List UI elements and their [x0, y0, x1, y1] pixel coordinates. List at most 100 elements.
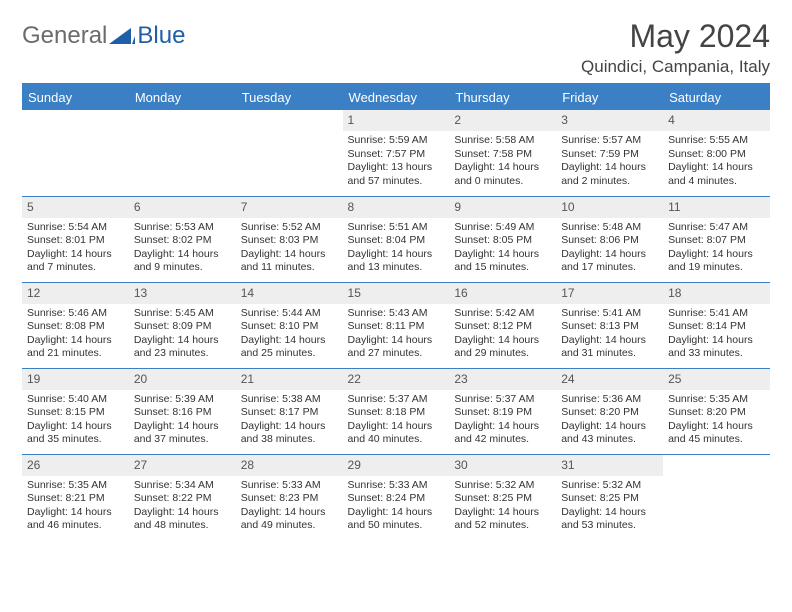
sunrise-line: Sunrise: 5:32 AM: [561, 479, 641, 491]
sunset-line: Sunset: 8:19 PM: [454, 406, 532, 418]
day-number: 30: [449, 455, 556, 476]
day-details: Sunrise: 5:42 AMSunset: 8:12 PMDaylight:…: [453, 307, 552, 361]
day-number: 4: [663, 110, 770, 131]
daylight-line: Daylight: 14 hours and 37 minutes.: [134, 420, 219, 445]
sunset-line: Sunset: 8:07 PM: [668, 234, 746, 246]
daylight-line: Daylight: 14 hours and 23 minutes.: [134, 334, 219, 359]
calendar-cell: 16 Sunrise: 5:42 AMSunset: 8:12 PMDayligh…: [449, 282, 556, 368]
calendar-cell: 7Sunrise: 5:52 AMSunset: 8:03 PMDaylight…: [236, 196, 343, 282]
daylight-line: Daylight: 14 hours and 48 minutes.: [134, 506, 219, 531]
sunrise-line: Sunrise: 5:52 AM: [241, 221, 321, 233]
location: Quindici, Campania, Italy: [581, 57, 770, 77]
day-details: Sunrise: 5:39 AMSunset: 8:16 PMDaylight:…: [133, 393, 232, 447]
calendar-cell: 8Sunrise: 5:51 AMSunset: 8:04 PMDaylight…: [343, 196, 450, 282]
sunset-line: Sunset: 8:21 PM: [27, 492, 105, 504]
sunrise-line: Sunrise: 5:55 AM: [668, 134, 748, 146]
sunrise-line: Sunrise: 5:47 AM: [668, 221, 748, 233]
sunrise-line: Sunrise: 5:59 AM: [348, 134, 428, 146]
calendar-cell: 25Sunrise: 5:35 AMSunset: 8:20 PMDayligh…: [663, 368, 770, 454]
calendar-row: 26Sunrise: 5:35 AMSunset: 8:21 PMDayligh…: [22, 454, 770, 540]
sunrise-line: Sunrise: 5:34 AM: [134, 479, 214, 491]
daylight-line: Daylight: 14 hours and 53 minutes.: [561, 506, 646, 531]
sunset-line: Sunset: 7:57 PM: [348, 148, 426, 160]
calendar-cell: 23Sunrise: 5:37 AMSunset: 8:19 PMDayligh…: [449, 368, 556, 454]
sunset-line: Sunset: 8:11 PM: [348, 320, 425, 332]
day-details: Sunrise: 5:48 AMSunset: 8:06 PMDaylight:…: [560, 221, 659, 275]
day-number: 25: [663, 369, 770, 390]
sunset-line: Sunset: 8:13 PM: [561, 320, 639, 332]
day-number: 12: [22, 283, 129, 304]
day-number: 8: [343, 197, 450, 218]
day-details: Sunrise: 5:33 AMSunset: 8:23 PMDaylight:…: [240, 479, 339, 533]
day-number-empty: .: [129, 110, 236, 131]
day-number: 20: [129, 369, 236, 390]
calendar-row: ...1Sunrise: 5:59 AMSunset: 7:57 PMDayli…: [22, 110, 770, 196]
day-number: 13: [129, 283, 236, 304]
calendar-cell: 6 Sunrise: 5:53 AMSunset: 8:02 PMDaylight…: [129, 196, 236, 282]
calendar-cell: 3Sunrise: 5:57 AMSunset: 7:59 PMDaylight…: [556, 110, 663, 196]
daylight-line: Daylight: 14 hours and 25 minutes.: [241, 334, 326, 359]
sunset-line: Sunset: 8:01 PM: [27, 234, 105, 246]
day-details: Sunrise: 5:37 AMSunset: 8:18 PMDaylight:…: [347, 393, 446, 447]
daylight-line: Daylight: 14 hours and 29 minutes.: [454, 334, 539, 359]
day-number: 5: [22, 197, 129, 218]
calendar-cell: 15 Sunrise: 5:43 AMSunset: 8:11 PM Dayligh…: [343, 282, 450, 368]
weekday-header: Thursday: [449, 85, 556, 110]
day-number: 1: [343, 110, 450, 131]
day-details: Sunrise: 5:41 AMSunset: 8:13 PMDaylight:…: [560, 307, 659, 361]
calendar-cell: .: [236, 110, 343, 196]
daylight-line: Daylight: 14 hours and 4 minutes.: [668, 161, 753, 186]
sunset-line: Sunset: 8:02 PM: [134, 234, 212, 246]
calendar-cell: 22Sunrise: 5:37 AMSunset: 8:18 PMDayligh…: [343, 368, 450, 454]
day-number-empty: .: [22, 110, 129, 131]
sunrise-line: Sunrise: 5:39 AM: [134, 393, 214, 405]
daylight-line: Daylight: 13 hours and 57 minutes.: [348, 161, 433, 186]
sunset-line: Sunset: 8:20 PM: [668, 406, 746, 418]
weekday-header: Monday: [129, 85, 236, 110]
calendar-cell: 9Sunrise: 5:49 AMSunset: 8:05 PMDaylight…: [449, 196, 556, 282]
sunrise-line: Sunrise: 5:41 AM: [668, 307, 748, 319]
day-details: Sunrise: 5:38 AMSunset: 8:17 PMDaylight:…: [240, 393, 339, 447]
calendar-row: 5 Sunrise: 5:54 AMSunset: 8:01 PMDaylight…: [22, 196, 770, 282]
day-details: Sunrise: 5:47 AMSunset: 8:07 PMDaylight:…: [667, 221, 766, 275]
day-details: Sunrise: 5:54 AMSunset: 8:01 PMDaylight:…: [26, 221, 125, 275]
calendar-cell: 1 Sunrise: 5:59 AM Sunset: 7:57 PMDaylight…: [343, 110, 450, 196]
daylight-line: Daylight: 14 hours and 52 minutes.: [454, 506, 539, 531]
day-details: Sunrise: 5:32 AMSunset: 8:25 PMDaylight:…: [453, 479, 552, 533]
sunrise-line: Sunrise: 5:57 AM: [561, 134, 641, 146]
sunset-line: Sunset: 8:24 PM: [348, 492, 426, 504]
daylight-line: Daylight: 14 hours and 49 minutes.: [241, 506, 326, 531]
day-number: 9: [449, 197, 556, 218]
day-details: Sunrise: 5:32 AMSunset: 8:25 PMDaylight:…: [560, 479, 659, 533]
sunrise-line: Sunrise: 5:36 AM: [561, 393, 641, 405]
daylight-line: Daylight: 14 hours and 45 minutes.: [668, 420, 753, 445]
sunrise-line: Sunrise: 5:43 AM: [348, 307, 428, 319]
calendar-cell: 30 Sunrise: 5:32 AMSunset: 8:25 PMDayligh…: [449, 454, 556, 540]
calendar-body: ...1Sunrise: 5:59 AMSunset: 7:57 PMDayli…: [22, 110, 770, 540]
sunrise-line: Sunrise: 5:45 AM: [134, 307, 214, 319]
weekday-header-row: SundayMondayTuesdayWednesdayThursdayFrid…: [22, 85, 770, 110]
daylight-line: Daylight: 14 hours and 42 minutes.: [454, 420, 539, 445]
sunset-line: Sunset: 7:58 PM: [454, 148, 532, 160]
day-number: 28: [236, 455, 343, 476]
day-number: 16: [449, 283, 556, 304]
calendar-row: 12Sunrise: 5:46 AMSunset: 8:08 PMDayligh…: [22, 282, 770, 368]
weekday-header: Tuesday: [236, 85, 343, 110]
day-details: Sunrise: 5:53 AMSunset: 8:02 PMDaylight:…: [133, 221, 232, 275]
calendar-cell: 2Sunrise: 5:58 AMSunset: 7:58 PMDaylight…: [449, 110, 556, 196]
day-number: 6: [129, 197, 236, 218]
calendar-cell: .: [663, 454, 770, 540]
day-details: Sunrise: 5:34 AMSunset: 8:22 PMDaylight:…: [133, 479, 232, 533]
calendar-cell: 20 Sunrise: 5:39 AMSunset: 8:16 PMDayligh…: [129, 368, 236, 454]
day-details: Sunrise: 5:33 AMSunset: 8:24 PMDaylight:…: [347, 479, 446, 533]
calendar-cell: .: [129, 110, 236, 196]
sunset-line: Sunset: 8:10 PM: [241, 320, 319, 332]
weekday-header: Friday: [556, 85, 663, 110]
day-details: Sunrise: 5:59 AM Sunset: 7:57 PMDaylight:…: [347, 134, 446, 188]
day-number: 15: [343, 283, 450, 304]
daylight-line: Daylight: 14 hours and 40 minutes.: [348, 420, 433, 445]
sunset-line: Sunset: 8:04 PM: [348, 234, 426, 246]
daylight-line: Daylight: 14 hours and 27 minutes.: [348, 334, 433, 359]
calendar-cell: 17Sunrise: 5:41 AMSunset: 8:13 PMDayligh…: [556, 282, 663, 368]
day-number: 26: [22, 455, 129, 476]
